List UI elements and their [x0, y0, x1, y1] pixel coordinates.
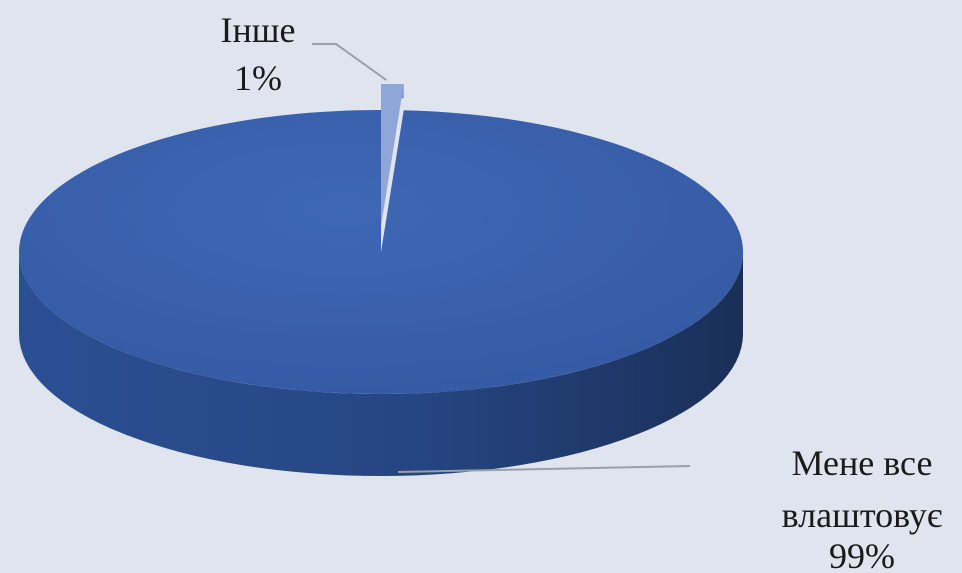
slice-label-inshe: Інше [221, 10, 296, 50]
slice-value-mene-vse: 99% [829, 536, 895, 573]
slice-value-inshe: 1% [234, 58, 282, 98]
leader-line-mene-vse-vlashtovuie [397, 465, 691, 473]
leader-line-inshe [312, 43, 387, 81]
slice-label-mene-vse-line1: Мене все [792, 443, 933, 483]
pie-side-wall [19, 252, 743, 476]
slice-label-mene-vse-line2: влаштовує [782, 495, 943, 535]
pie-slice-mene-vse-vlashtovuie [18, 110, 743, 395]
pie-slice-inshe [381, 84, 404, 226]
